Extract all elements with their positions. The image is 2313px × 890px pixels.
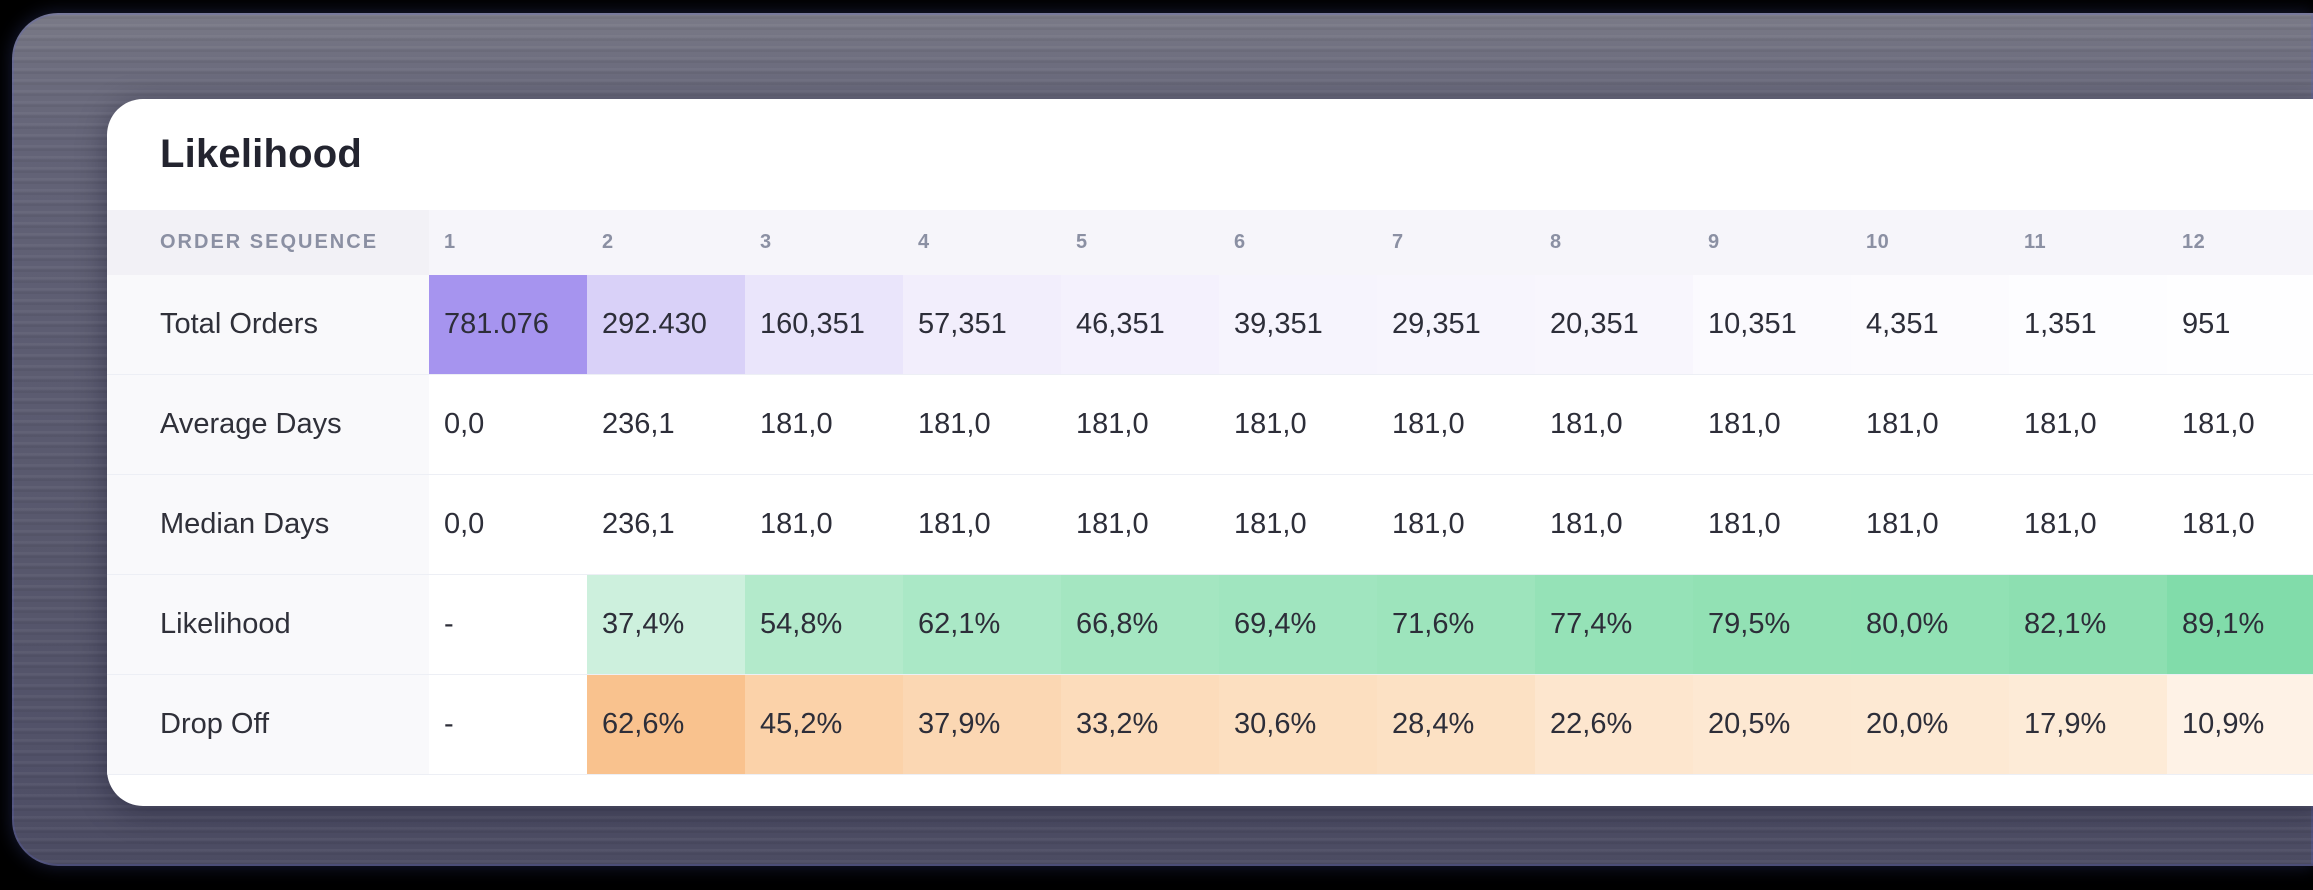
column-header-12: 12	[2167, 210, 2313, 275]
table-row: Median Days 0,0 236,1 181,0 181,0 181,0 181,0 1…	[107, 474, 2313, 575]
table-cell: 37,4%	[587, 574, 745, 675]
table-cell: 160,351	[745, 275, 903, 375]
table-row: Likelihood -37,4% 54,8% 62,1% 66,8% 69,4% 71,6…	[107, 574, 2313, 675]
table-cell: 37,9%	[903, 674, 1061, 775]
table-cell: 39,351	[1219, 275, 1377, 375]
row-label: Total Orders	[107, 275, 429, 375]
table-cell: 62,6%	[587, 674, 745, 775]
table-header-row: ORDER SEQUENCE 1 2 3 4 5 6 7 8 9 10 11 12	[107, 210, 2313, 275]
table-cell: 80,0%	[1851, 574, 2009, 675]
table-cell: 20,5%	[1693, 674, 1851, 775]
table-row: Total Orders 781.076 292.430 160,351 57,351 4…	[107, 275, 2313, 375]
table-cell: 181,0	[1535, 474, 1693, 575]
table-cell: 181,0	[1219, 374, 1377, 475]
table-cell: 22,6%	[1535, 674, 1693, 775]
table-cell: 181,0	[1219, 474, 1377, 575]
table-cell: 45,2%	[745, 674, 903, 775]
table-cell: 46,351	[1061, 275, 1219, 375]
column-header-4: 4	[903, 210, 1061, 275]
dark-window-frame: Likelihood ORDER SEQUENCE 1 2 3 4 5 6 7 8 9 10 11 12…	[12, 13, 2313, 866]
table-cell: 181,0	[1693, 374, 1851, 475]
table-cell: 951	[2167, 275, 2313, 375]
row-label: Median Days	[107, 474, 429, 575]
column-header-8: 8	[1535, 210, 1693, 275]
column-header-6: 6	[1219, 210, 1377, 275]
table-row: Drop Off -62,6% 45,2% 37,9% 33,2% 30,6% 28,4% 2…	[107, 674, 2313, 775]
row-label: Drop Off	[107, 674, 429, 775]
table-cell: 781.076	[429, 275, 587, 375]
table-cell: 181,0	[2167, 474, 2313, 575]
table-cell: 181,0	[1693, 474, 1851, 575]
column-header-5: 5	[1061, 210, 1219, 275]
column-header-9: 9	[1693, 210, 1851, 275]
table-cell: 77,4%	[1535, 574, 1693, 675]
table-body: Total Orders 781.076 292.430 160,351 57,351 4…	[107, 275, 2313, 775]
column-header-2: 2	[587, 210, 745, 275]
table-cell: 66,8%	[1061, 574, 1219, 675]
likelihood-card: Likelihood ORDER SEQUENCE 1 2 3 4 5 6 7 8 9 10 11 12…	[107, 99, 2313, 806]
table-cell: 292.430	[587, 275, 745, 375]
table-cell: 181,0	[1851, 374, 2009, 475]
table-cell: 4,351	[1851, 275, 2009, 375]
table-cell: 57,351	[903, 275, 1061, 375]
table-cell: 181,0	[903, 374, 1061, 475]
table-cell: 181,0	[1061, 374, 1219, 475]
table-cell: 89,1%	[2167, 574, 2313, 675]
table-cell: 54,8%	[745, 574, 903, 675]
table-row: Average Days 0,0 236,1 181,0 181,0 181,0 181,0…	[107, 374, 2313, 475]
table-cell: 0,0	[429, 374, 587, 475]
column-header-10: 10	[1851, 210, 2009, 275]
column-header-1: 1	[429, 210, 587, 275]
table-cell: 1,351	[2009, 275, 2167, 375]
table-cell: 33,2%	[1061, 674, 1219, 775]
table-cell: 0,0	[429, 474, 587, 575]
table-cell: 71,6%	[1377, 574, 1535, 675]
table-cell: 181,0	[1535, 374, 1693, 475]
card-title: Likelihood	[160, 132, 362, 176]
table-cell: 236,1	[587, 474, 745, 575]
table-cell: 28,4%	[1377, 674, 1535, 775]
table-cell: 82,1%	[2009, 574, 2167, 675]
row-label: Likelihood	[107, 574, 429, 675]
table-header: ORDER SEQUENCE 1 2 3 4 5 6 7 8 9 10 11 12	[107, 210, 2313, 275]
column-header-order-sequence: ORDER SEQUENCE	[107, 210, 429, 275]
column-header-3: 3	[745, 210, 903, 275]
table-cell: 181,0	[2009, 474, 2167, 575]
table-cell: 181,0	[745, 474, 903, 575]
table-cell: 62,1%	[903, 574, 1061, 675]
table-cell: 181,0	[2167, 374, 2313, 475]
table-cell: 181,0	[1061, 474, 1219, 575]
table-cell: 30,6%	[1219, 674, 1377, 775]
table-cell: 181,0	[745, 374, 903, 475]
table-cell: 181,0	[903, 474, 1061, 575]
row-label: Average Days	[107, 374, 429, 475]
table-cell: 181,0	[1377, 474, 1535, 575]
table-cell: 20,0%	[1851, 674, 2009, 775]
table-cell: 79,5%	[1693, 574, 1851, 675]
table-cell: 10,9%	[2167, 674, 2313, 775]
table-cell: 69,4%	[1219, 574, 1377, 675]
table-cell: 17,9%	[2009, 674, 2167, 775]
table-cell: 181,0	[2009, 374, 2167, 475]
table-cell: 181,0	[1851, 474, 2009, 575]
table-cell: 181,0	[1377, 374, 1535, 475]
column-header-7: 7	[1377, 210, 1535, 275]
table-cell: -	[429, 574, 587, 675]
column-header-11: 11	[2009, 210, 2167, 275]
table-cell: 29,351	[1377, 275, 1535, 375]
table-cell: 10,351	[1693, 275, 1851, 375]
table-cell: 20,351	[1535, 275, 1693, 375]
likelihood-table: ORDER SEQUENCE 1 2 3 4 5 6 7 8 9 10 11 12 Total Orde…	[107, 210, 2313, 775]
table-cell: 236,1	[587, 374, 745, 475]
table-cell: -	[429, 674, 587, 775]
